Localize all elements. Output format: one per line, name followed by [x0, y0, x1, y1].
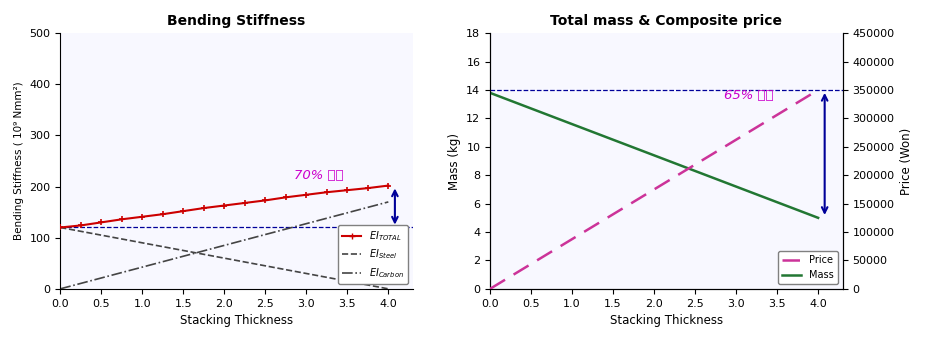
Text: 70% 증가: 70% 증가 — [294, 169, 344, 182]
Legend: Price, Mass: Price, Mass — [778, 251, 838, 284]
Title: Bending Stiffness: Bending Stiffness — [168, 14, 306, 28]
Y-axis label: Mass (kg): Mass (kg) — [448, 133, 461, 190]
Y-axis label: Bending Stiffness ( 10⁹ Nmm²): Bending Stiffness ( 10⁹ Nmm²) — [14, 82, 24, 240]
Legend: $EI_{TOTAL}$, $EI_{Steel}$, $EI_{Carbon}$: $EI_{TOTAL}$, $EI_{Steel}$, $EI_{Carbon}… — [338, 225, 408, 284]
Y-axis label: Price (Won): Price (Won) — [900, 128, 913, 195]
Title: Total mass & Composite price: Total mass & Composite price — [551, 14, 782, 28]
X-axis label: Stacking Thickness: Stacking Thickness — [180, 314, 293, 327]
X-axis label: Stacking Thickness: Stacking Thickness — [610, 314, 723, 327]
Text: 65% 감소: 65% 감소 — [724, 89, 773, 102]
